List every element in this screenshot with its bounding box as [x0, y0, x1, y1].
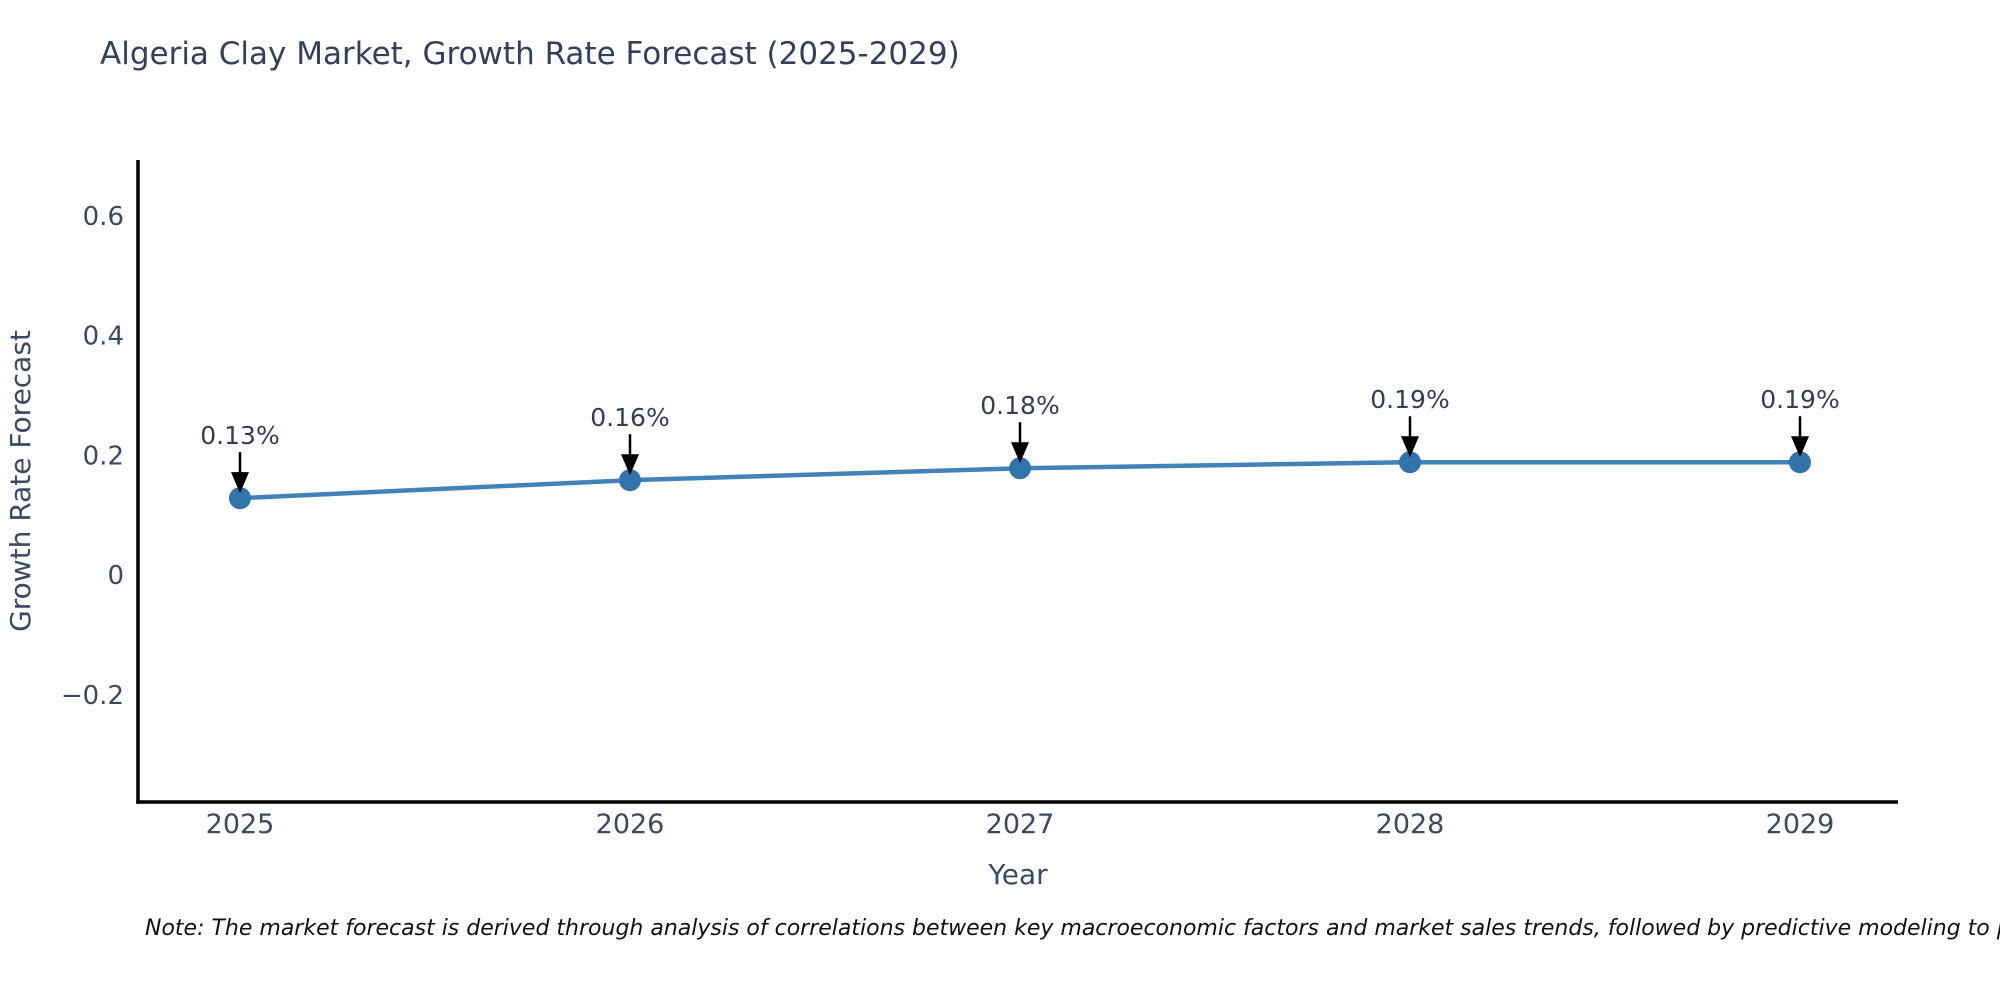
- y-tick-label: 0.6: [83, 202, 124, 232]
- x-tick-label: 2029: [1766, 809, 1835, 840]
- annotation-arrow-head: [1401, 436, 1419, 458]
- x-axis-title: Year: [987, 858, 1048, 891]
- x-tick-label: 2025: [206, 809, 275, 840]
- annotation-arrow-head: [1791, 436, 1809, 458]
- annotation-arrow-head: [1011, 442, 1029, 464]
- data-point-marker: [619, 469, 641, 492]
- annotation-arrow-head: [231, 472, 249, 494]
- point-annotation: 0.13%: [200, 421, 279, 450]
- chart-title: Algeria Clay Market, Growth Rate Forecas…: [100, 36, 960, 72]
- point-annotation: 0.16%: [590, 403, 669, 432]
- y-tick-label: 0.4: [83, 322, 124, 352]
- annotation-arrow-head: [621, 454, 639, 476]
- y-tick-label: −0.2: [61, 681, 124, 711]
- footnote: Note: The market forecast is derived thr…: [145, 916, 2000, 941]
- point-annotation: 0.19%: [1760, 385, 1839, 414]
- y-tick-label: 0: [107, 561, 124, 591]
- x-tick-label: 2028: [1376, 809, 1445, 840]
- point-annotation: 0.19%: [1370, 385, 1449, 414]
- data-point-marker: [1789, 451, 1811, 474]
- data-point-marker: [1399, 451, 1421, 474]
- data-point-marker: [1009, 457, 1031, 480]
- x-tick-label: 2027: [986, 809, 1055, 840]
- data-point-marker: [229, 487, 251, 510]
- point-annotation: 0.18%: [980, 391, 1059, 420]
- y-tick-label: 0.2: [83, 441, 124, 471]
- x-tick-label: 2026: [596, 809, 665, 840]
- y-axis-title: Growth Rate Forecast: [4, 330, 37, 632]
